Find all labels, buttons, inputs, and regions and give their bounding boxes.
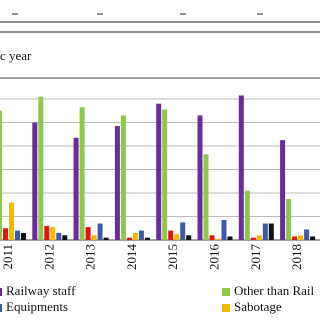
bar [144,237,150,240]
bar [91,235,97,240]
bar [156,103,162,240]
bar [9,202,14,240]
bar [0,110,2,240]
bar [197,115,203,240]
bar [256,235,262,240]
x-tick-label: 2011 [0,244,15,270]
bar [32,122,38,240]
cropped-header [0,13,320,33]
chart-title: c year [0,48,32,63]
legend-label: Railway staff [6,283,76,298]
bar [268,223,274,240]
bar [38,96,44,241]
bar [73,137,79,240]
bar [114,126,120,240]
legend-label: Sabotage [234,299,282,314]
bar [244,190,250,240]
bar [126,237,132,240]
bar [162,109,168,240]
bar [238,95,244,240]
bar [79,107,85,240]
bar [186,235,192,240]
bar [103,237,109,240]
bar [132,232,138,240]
bar [174,234,180,240]
bar [298,235,304,240]
bar [50,227,56,240]
bar [3,228,8,240]
bar [209,235,215,240]
legend-swatch [0,288,2,296]
x-tick-label: 2016 [206,244,221,271]
bar [56,232,62,240]
bar [227,236,233,240]
x-tick-label: 2013 [83,244,98,270]
bar [85,227,91,240]
x-tick-label: 2018 [289,244,304,270]
bar [168,230,174,240]
legend-swatch [0,304,2,312]
bar [221,220,227,240]
x-tick-label: 2015 [165,244,180,270]
bar [21,232,26,240]
bar [250,237,256,240]
bar [304,229,310,240]
legend-swatch [222,304,230,312]
bar [203,154,209,240]
bar [280,140,286,240]
x-tick-label: 2012 [41,244,56,270]
bar [120,115,126,240]
x-tick-label: 2014 [124,244,139,271]
legend-label: Equipments [6,299,68,314]
bar [138,230,144,240]
bar [310,236,316,240]
legend-swatch [222,288,230,296]
legend-label: Other than Rail [234,283,315,298]
bar [292,236,298,240]
bar [62,235,68,240]
bar [262,223,268,240]
bar [97,223,103,240]
x-tick-label: 2017 [248,244,263,271]
bar [180,222,186,240]
bar [215,238,221,240]
bar [286,198,292,240]
bar [15,230,20,240]
bar [44,225,50,240]
